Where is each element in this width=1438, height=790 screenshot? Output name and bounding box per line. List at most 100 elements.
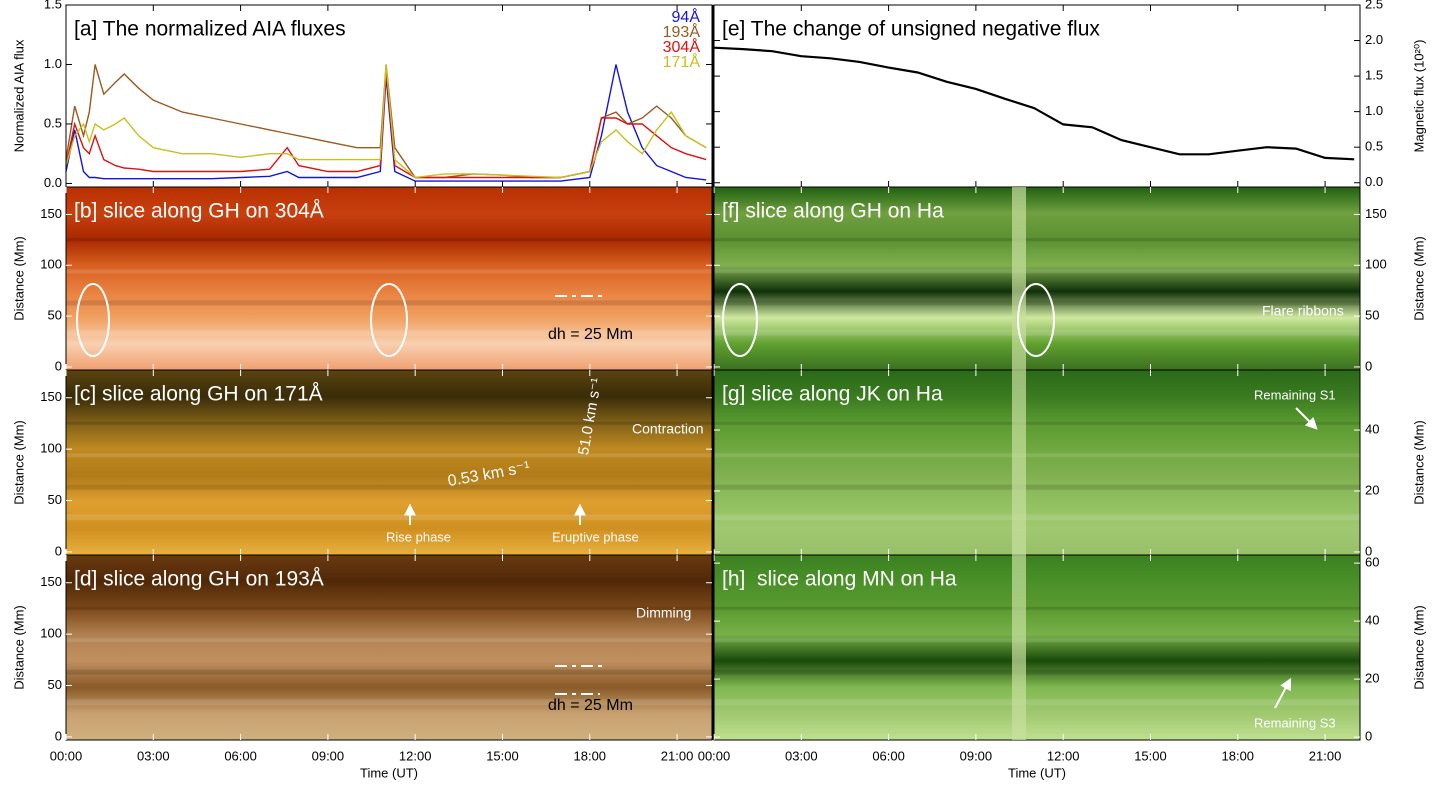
y-tick-label: 0 xyxy=(55,543,62,558)
y-axis-label: Distance (Mm) xyxy=(1411,605,1426,690)
image-streak xyxy=(714,453,1360,458)
slice-image xyxy=(66,370,712,555)
y-axis-label: Normalized AIA flux xyxy=(11,39,26,152)
y-tick-label: 20 xyxy=(1365,671,1379,686)
legend-entry: 304Å xyxy=(663,37,701,56)
y-tick-label: 50 xyxy=(48,492,62,507)
image-streak xyxy=(714,606,1360,610)
panel-title: [c] slice along GH on 171Å xyxy=(74,383,323,406)
image-streak xyxy=(66,606,712,610)
y-tick-label: 50 xyxy=(48,677,62,692)
image-streak xyxy=(66,421,712,425)
series-line xyxy=(65,64,707,182)
panel-title: [g] slice along JK on Ha xyxy=(722,383,943,406)
x-tick-label: 18:00 xyxy=(574,748,607,763)
series-line xyxy=(65,70,707,179)
y-tick-label: 2.5 xyxy=(1365,0,1383,11)
plot-frame xyxy=(713,554,1361,741)
y-axis-label: Distance (Mm) xyxy=(11,236,26,321)
y-tick-label: 0.5 xyxy=(1365,139,1383,154)
y-tick-label: 0 xyxy=(1365,358,1372,373)
panel-title: [b] slice along GH on 304Å xyxy=(74,200,324,223)
x-tick-label: 18:00 xyxy=(1222,748,1255,763)
legend-entry: 94Å xyxy=(672,7,701,26)
legend-entry: 193Å xyxy=(663,22,701,41)
y-axis-label: Distance (Mm) xyxy=(11,420,26,505)
annotation: dh = 25 Mm xyxy=(548,326,633,343)
arrow xyxy=(1274,677,1292,709)
image-streak xyxy=(66,514,712,521)
x-tick-label: 06:00 xyxy=(224,748,257,763)
image-streak xyxy=(66,269,712,274)
ellipse xyxy=(1017,283,1055,357)
panel-title: [f] slice along GH on Ha xyxy=(722,200,944,223)
slice-image xyxy=(714,187,1360,370)
panel-title: [d] slice along GH on 193Å xyxy=(74,568,324,591)
slice-image xyxy=(66,555,712,740)
image-streak xyxy=(714,669,1360,675)
y-tick-label: 40 xyxy=(1365,421,1379,436)
y-tick-label: 60 xyxy=(1365,555,1379,570)
y-tick-label: 20 xyxy=(1365,482,1379,497)
y-tick-label: 1.5 xyxy=(44,0,62,11)
y-tick-label: 0 xyxy=(1365,729,1372,744)
image-streak xyxy=(66,669,712,675)
y-tick-label: 150 xyxy=(40,574,62,589)
x-tick-label: 12:00 xyxy=(1047,748,1080,763)
y-tick-label: 50 xyxy=(48,308,62,323)
ellipse xyxy=(722,283,758,357)
y-axis-label: Magnetic flux (10²⁰) xyxy=(1411,40,1426,153)
series-line xyxy=(65,64,707,179)
y-tick-label: 0.0 xyxy=(44,175,62,190)
plot-frame xyxy=(65,554,713,741)
y-tick-label: 100 xyxy=(40,257,62,272)
plot-background xyxy=(714,5,1360,187)
x-tick-label: 09:00 xyxy=(960,748,993,763)
legend-entry: 171Å xyxy=(663,52,701,71)
y-tick-label: 100 xyxy=(1365,257,1387,272)
y-tick-label: 150 xyxy=(1365,206,1387,221)
annotation: Remaining S1 xyxy=(1254,387,1336,402)
x-tick-label: 06:00 xyxy=(872,748,905,763)
ellipse xyxy=(370,283,408,357)
annotation: Rise phase xyxy=(386,529,451,544)
panel-title: [a] The normalized AIA fluxes xyxy=(74,18,346,41)
image-layer xyxy=(66,5,1360,740)
y-tick-label: 1.0 xyxy=(44,56,62,71)
y-tick-label: 100 xyxy=(40,626,62,641)
x-axis-label: Time (UT) xyxy=(360,765,418,780)
ellipse xyxy=(76,283,110,357)
image-streak xyxy=(66,238,712,242)
x-tick-label: 03:00 xyxy=(785,748,818,763)
y-axis-label: Distance (Mm) xyxy=(1411,420,1426,505)
image-streak xyxy=(714,238,1360,242)
annotation: Contraction xyxy=(632,421,704,437)
y-axis-label: Distance (Mm) xyxy=(11,605,26,690)
x-tick-label: 15:00 xyxy=(1134,748,1167,763)
arrow xyxy=(1295,407,1318,430)
slice-image xyxy=(714,555,1360,740)
y-axis-label: Distance (Mm) xyxy=(1411,236,1426,321)
y-tick-label: 1.0 xyxy=(1365,103,1383,118)
annotation: dh = 25 Mm xyxy=(548,697,633,714)
annotation: Flare ribbons xyxy=(1262,303,1344,319)
image-streak xyxy=(714,300,1360,306)
image-streak xyxy=(714,421,1360,425)
x-tick-label: 12:00 xyxy=(399,748,432,763)
data-gap-band xyxy=(1012,187,1026,740)
annotation: Remaining S3 xyxy=(1254,715,1336,730)
series-line xyxy=(713,46,1355,161)
y-tick-label: 0.5 xyxy=(44,115,62,130)
x-tick-label: 00:00 xyxy=(698,748,731,763)
y-tick-label: 0 xyxy=(55,728,62,743)
annotation: Dimming xyxy=(636,605,691,621)
y-tick-label: 100 xyxy=(40,441,62,456)
image-streak xyxy=(714,269,1360,274)
series-line xyxy=(65,64,707,179)
image-streak xyxy=(66,300,712,306)
y-tick-label: 0 xyxy=(55,358,62,373)
slice-image xyxy=(714,370,1360,555)
y-tick-label: 1.5 xyxy=(1365,68,1383,83)
